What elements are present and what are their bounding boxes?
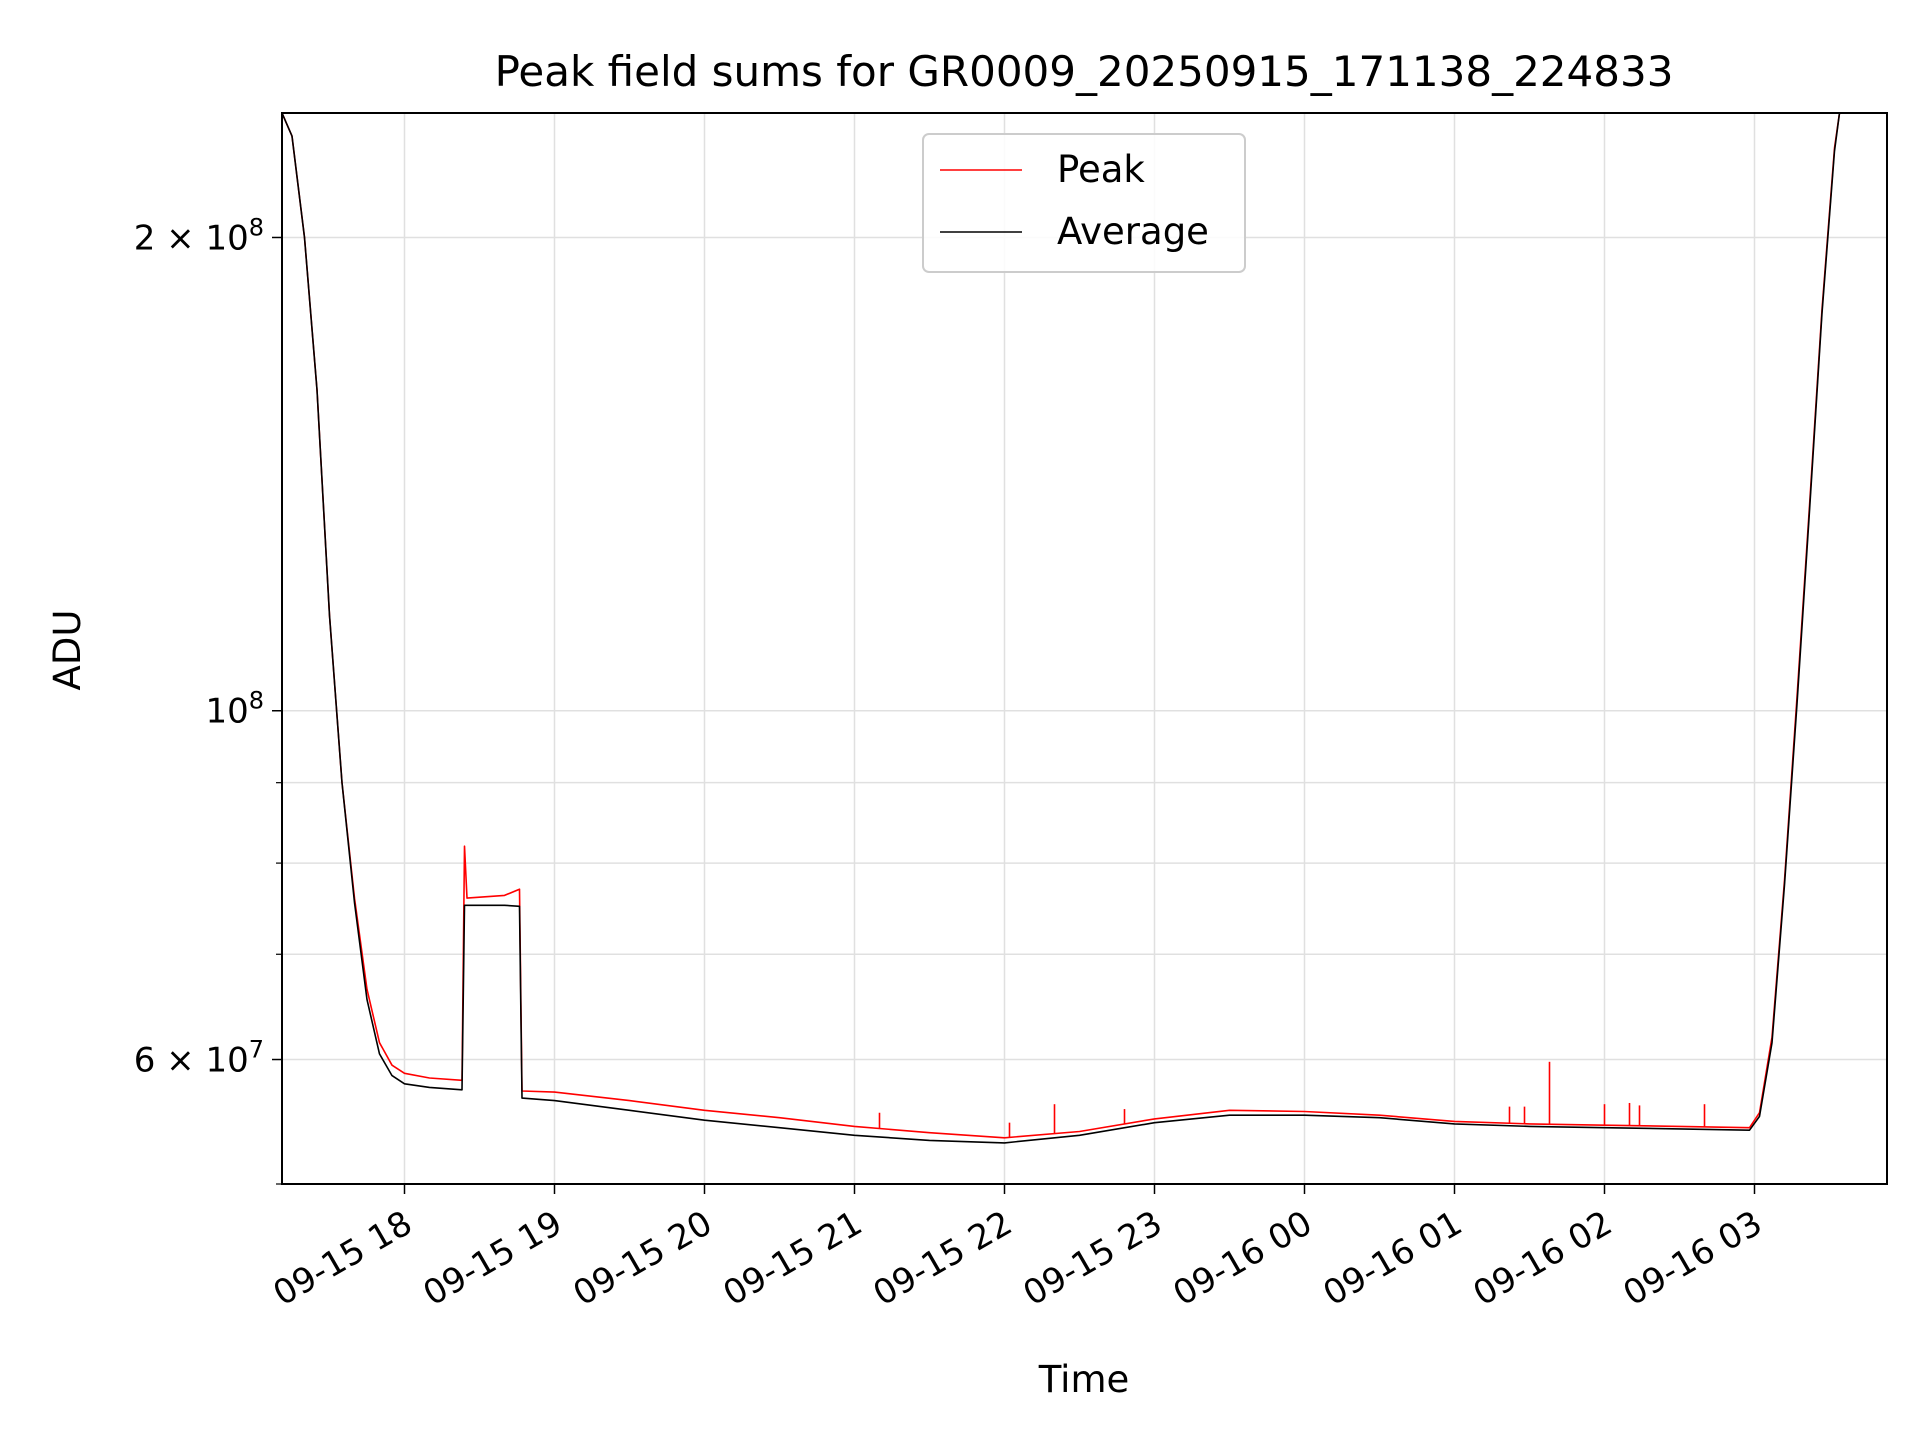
series-line-average [282, 113, 1841, 1144]
legend-label-peak: Peak [1057, 148, 1145, 191]
y-tick-exponent: 8 [249, 687, 264, 715]
y-tick-base: 2 × 10 [134, 218, 249, 258]
y-tick-label: 108 [205, 687, 264, 732]
legend-label-average: Average [1057, 210, 1209, 253]
y-tick-label: 6 × 107 [134, 1036, 264, 1081]
y-axis-label: ADU [46, 610, 89, 691]
x-axis-label: Time [1038, 1358, 1130, 1401]
series-layer [282, 113, 1841, 1144]
series-group [282, 113, 1841, 1144]
y-tick-label: 2 × 108 [134, 213, 264, 258]
legend: Peak Average [922, 133, 1246, 273]
legend-box [922, 133, 1246, 273]
y-tick-base: 6 × 10 [134, 1041, 249, 1081]
y-tick-exponent: 7 [249, 1036, 264, 1064]
y-tick-exponent: 8 [249, 213, 264, 241]
y-tick-base: 10 [205, 692, 248, 732]
chart-title: Peak field sums for GR0009_20250915_1711… [495, 47, 1674, 96]
plot-frame [281, 112, 1888, 1185]
